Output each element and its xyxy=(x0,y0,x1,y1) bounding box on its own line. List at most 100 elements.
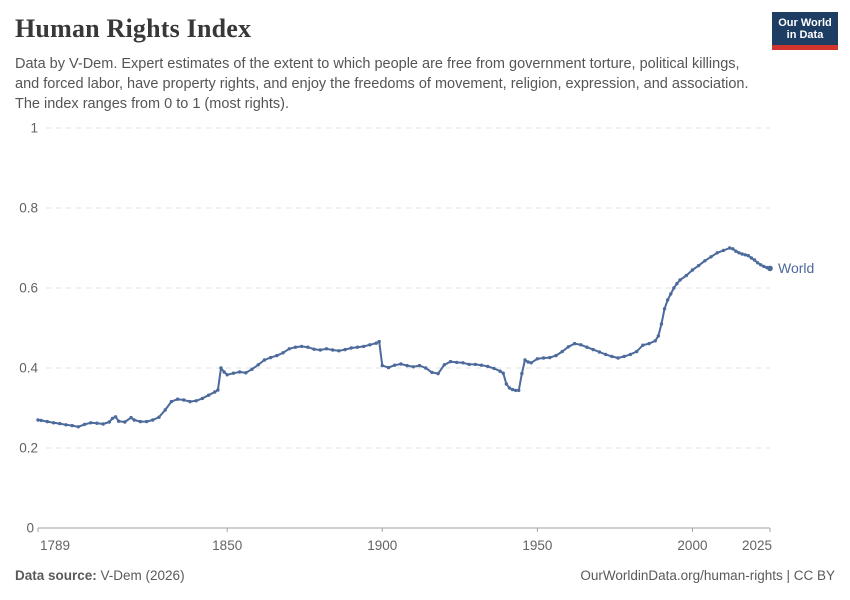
page-title: Human Rights Index xyxy=(15,14,252,43)
data-point xyxy=(324,347,329,351)
y-tick-label: 0.4 xyxy=(19,361,38,376)
data-point xyxy=(64,423,68,427)
data-point xyxy=(762,264,766,269)
data-point xyxy=(399,362,403,366)
data-point xyxy=(213,390,217,394)
data-point xyxy=(734,249,738,253)
data-point xyxy=(287,347,291,351)
data-point xyxy=(200,396,205,401)
data-point xyxy=(430,370,434,375)
data-point xyxy=(101,422,105,426)
data-point xyxy=(45,419,50,424)
data-point xyxy=(548,355,552,360)
data-point xyxy=(82,422,87,427)
data-point xyxy=(169,399,174,404)
data-point xyxy=(703,259,707,263)
data-source-label: Data source: xyxy=(15,568,97,583)
data-point xyxy=(58,421,62,426)
data-point xyxy=(330,348,335,352)
line-end-dot xyxy=(767,265,773,272)
data-point xyxy=(448,359,453,364)
data-point xyxy=(281,351,285,355)
data-point xyxy=(188,399,192,404)
data-point xyxy=(237,370,242,374)
data-point xyxy=(116,419,121,423)
data-point xyxy=(507,386,512,390)
data-point xyxy=(526,360,530,364)
data-point xyxy=(501,371,505,375)
data-point xyxy=(219,366,223,370)
data-point xyxy=(349,346,353,350)
data-point xyxy=(39,418,43,423)
data-point xyxy=(740,252,744,256)
data-point xyxy=(244,371,248,375)
owid-logo-text: Our World in Data xyxy=(772,12,838,45)
y-tick-label: 1 xyxy=(30,121,38,136)
x-tick-label: 2025 xyxy=(742,538,772,553)
data-point xyxy=(132,418,136,422)
data-point xyxy=(262,358,267,362)
data-point xyxy=(51,421,56,425)
data-point xyxy=(216,388,220,392)
data-point xyxy=(641,343,645,347)
y-tick-label: 0.2 xyxy=(19,441,38,456)
data-point xyxy=(467,362,471,367)
data-point xyxy=(110,416,115,421)
data-point xyxy=(510,387,515,392)
chart-footer: Data source: V-Dem (2026) OurWorldinData… xyxy=(15,568,835,583)
data-point xyxy=(318,348,322,352)
data-point xyxy=(107,420,112,424)
data-point xyxy=(361,344,366,349)
footer-separator: | xyxy=(782,568,794,583)
data-point xyxy=(89,421,93,425)
data-point xyxy=(129,415,133,420)
data-point xyxy=(498,369,502,373)
data-point xyxy=(380,363,384,368)
data-point xyxy=(622,354,626,359)
data-point xyxy=(222,370,226,374)
owid-link[interactable]: OurWorldinData.org/human-rights xyxy=(580,568,783,583)
data-point xyxy=(591,347,595,352)
data-point xyxy=(312,347,316,351)
data-source-note: Data source: V-Dem (2026) xyxy=(15,568,185,583)
x-tick-label: 1789 xyxy=(40,538,70,553)
data-point xyxy=(123,420,127,424)
x-tick-label: 2000 xyxy=(677,538,707,553)
data-point xyxy=(662,307,667,311)
data-point xyxy=(144,419,149,424)
data-point xyxy=(250,367,254,371)
data-point xyxy=(473,362,478,367)
data-point xyxy=(647,341,651,346)
data-point xyxy=(411,365,416,369)
data-point xyxy=(656,334,661,338)
data-point xyxy=(455,360,459,365)
data-point xyxy=(175,397,180,401)
data-point xyxy=(194,399,198,403)
data-point xyxy=(560,349,564,354)
data-point xyxy=(268,355,273,360)
data-point xyxy=(157,415,161,419)
chart-line xyxy=(37,247,771,428)
data-point xyxy=(659,322,664,326)
data-point xyxy=(610,354,614,359)
data-point xyxy=(684,273,688,278)
data-point xyxy=(566,345,571,349)
data-point xyxy=(585,345,589,349)
data-point xyxy=(343,347,347,352)
data-point xyxy=(337,349,341,353)
data-point xyxy=(749,256,754,260)
data-point xyxy=(755,261,760,265)
owid-logo-red-strip xyxy=(772,45,838,50)
data-point xyxy=(634,349,639,354)
data-point xyxy=(256,363,260,367)
data-point xyxy=(163,408,167,412)
data-point xyxy=(231,371,236,375)
chart-subtitle: Data by V-Dem. Expert estimates of the e… xyxy=(15,56,749,112)
data-point xyxy=(690,268,695,272)
x-tick-label: 1950 xyxy=(522,538,552,553)
y-tick-label: 0.8 xyxy=(19,201,38,216)
data-point xyxy=(368,343,372,347)
data-point xyxy=(436,371,440,376)
data-point xyxy=(675,281,679,286)
data-point xyxy=(653,339,657,343)
